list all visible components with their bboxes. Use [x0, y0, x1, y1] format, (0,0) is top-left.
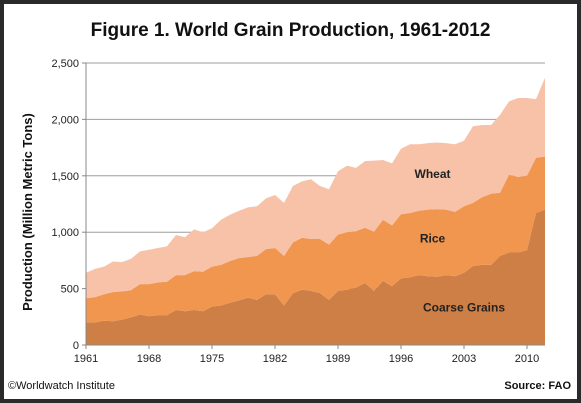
x-tick-label: 1961 — [74, 353, 98, 365]
axes — [82, 62, 545, 349]
area-rice — [86, 156, 545, 323]
tick-labels: 0 500 1,000 1,500 2,000 2,500 1961 1968 1975 1982… — [51, 58, 539, 365]
area-series — [86, 77, 545, 345]
x-tick-label: 1989 — [326, 353, 350, 365]
y-tick-label: 500 — [61, 284, 79, 296]
source-text: Source: FAO — [504, 380, 571, 392]
y-tick-label: 0 — [73, 340, 79, 352]
series-labels: Wheat Rice Coarse Grains — [415, 167, 506, 315]
y-tick-label: 2,000 — [51, 114, 79, 126]
area-coarse-grains — [86, 209, 545, 345]
area-wheat — [86, 77, 545, 299]
x-tick-label: 1996 — [389, 353, 413, 365]
x-tick-label: 1982 — [263, 353, 287, 365]
y-tick-label: 1,500 — [51, 171, 79, 183]
y-tick-label: 2,500 — [51, 58, 79, 70]
series-label-coarse: Coarse Grains — [423, 301, 505, 315]
credit-text: ©Worldwatch Institute — [8, 380, 115, 392]
series-label-rice: Rice — [420, 231, 446, 245]
x-tick-label: 1975 — [200, 353, 224, 365]
y-tick-label: 1,000 — [51, 227, 79, 239]
x-tick-label: 2003 — [452, 353, 476, 365]
x-tick-label: 2010 — [515, 353, 539, 365]
x-tick-label: 1968 — [137, 353, 161, 365]
y-axis-title: Production (Million Metric Tons) — [20, 113, 35, 311]
chart-title: Figure 1. World Grain Production, 1961-2… — [90, 20, 491, 41]
series-label-wheat: Wheat — [415, 167, 451, 181]
